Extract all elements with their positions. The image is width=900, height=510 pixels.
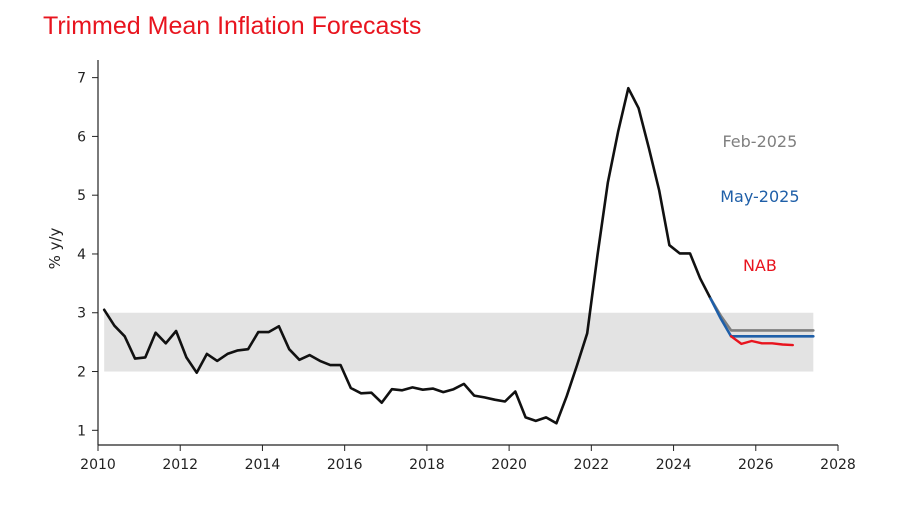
x-tick-label: 2016 — [327, 457, 363, 473]
y-tick-label: 7 — [77, 71, 86, 87]
x-tick-label: 2020 — [491, 457, 527, 473]
series-line-actual — [102, 86, 712, 425]
y-ticks: 1 2 3 4 5 6 7 — [77, 71, 98, 439]
y-axis-label: % y/y — [46, 227, 64, 269]
legend: Feb-2025 May-2025 NAB — [720, 132, 799, 275]
target-band-layer — [104, 312, 814, 372]
axes — [97, 60, 838, 446]
x-tick-label: 2012 — [162, 457, 198, 473]
y-tick-label: 3 — [77, 306, 86, 322]
x-tick-label: 2024 — [656, 457, 692, 473]
x-tick-label: 2028 — [820, 457, 856, 473]
y-tick-label: 5 — [77, 188, 86, 204]
y-tick-label: 1 — [77, 423, 86, 439]
series-line-feb-2025 — [709, 297, 815, 332]
legend-label-feb-2025: Feb-2025 — [722, 132, 797, 151]
y-tick-label: 6 — [77, 129, 86, 145]
series-line-may-2025 — [709, 297, 815, 338]
x-tick-label: 2026 — [738, 457, 774, 473]
series-line-nab — [729, 335, 794, 347]
y-tick-label: 2 — [77, 365, 86, 381]
series-lines — [102, 86, 815, 425]
x-tick-label: 2022 — [574, 457, 610, 473]
chart-title: Trimmed Mean Inflation Forecasts — [43, 12, 422, 40]
target-band — [104, 312, 814, 372]
legend-label-nab: NAB — [743, 256, 777, 275]
x-ticks: 2010 2012 2014 2016 2018 2020 2022 2024 2026 2028 — [80, 445, 856, 473]
legend-label-may-2025: May-2025 — [720, 187, 799, 206]
y-tick-label: 4 — [77, 247, 86, 263]
x-tick-label: 2010 — [80, 457, 116, 473]
x-tick-label: 2018 — [409, 457, 445, 473]
x-tick-label: 2014 — [245, 457, 281, 473]
